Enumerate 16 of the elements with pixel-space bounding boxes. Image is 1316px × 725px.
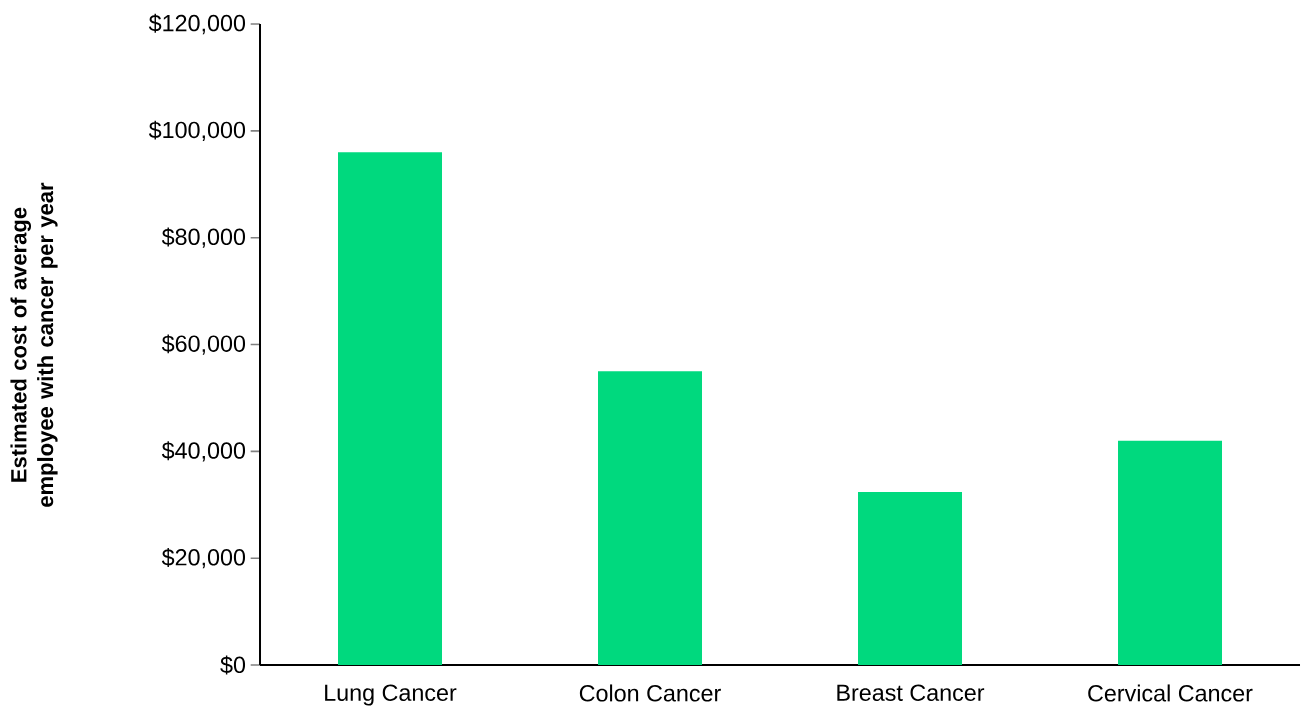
x-tick-label: Cervical Cancer [1088,684,1253,702]
bar [598,371,703,666]
x-tick-label: Lung Cancer [325,684,457,706]
y-tick-label: $40,000 [161,441,246,462]
y-axis-title: Estimated cost of average employee with cancer per year [10,182,58,507]
y-tick-label: $20,000 [161,548,246,569]
y-tick-label: $120,000 [148,13,246,35]
bar [858,491,963,666]
bar [338,152,443,666]
x-tick-label: Colon Cancer [579,684,721,702]
y-tick-label: $60,000 [161,334,246,355]
y-tick-label: $80,000 [161,227,246,248]
x-tick-label: Breast Cancer [837,684,985,701]
bar [1118,440,1223,666]
y-tick-label: $0 [220,655,246,675]
y-tick-label: $100,000 [148,120,246,141]
